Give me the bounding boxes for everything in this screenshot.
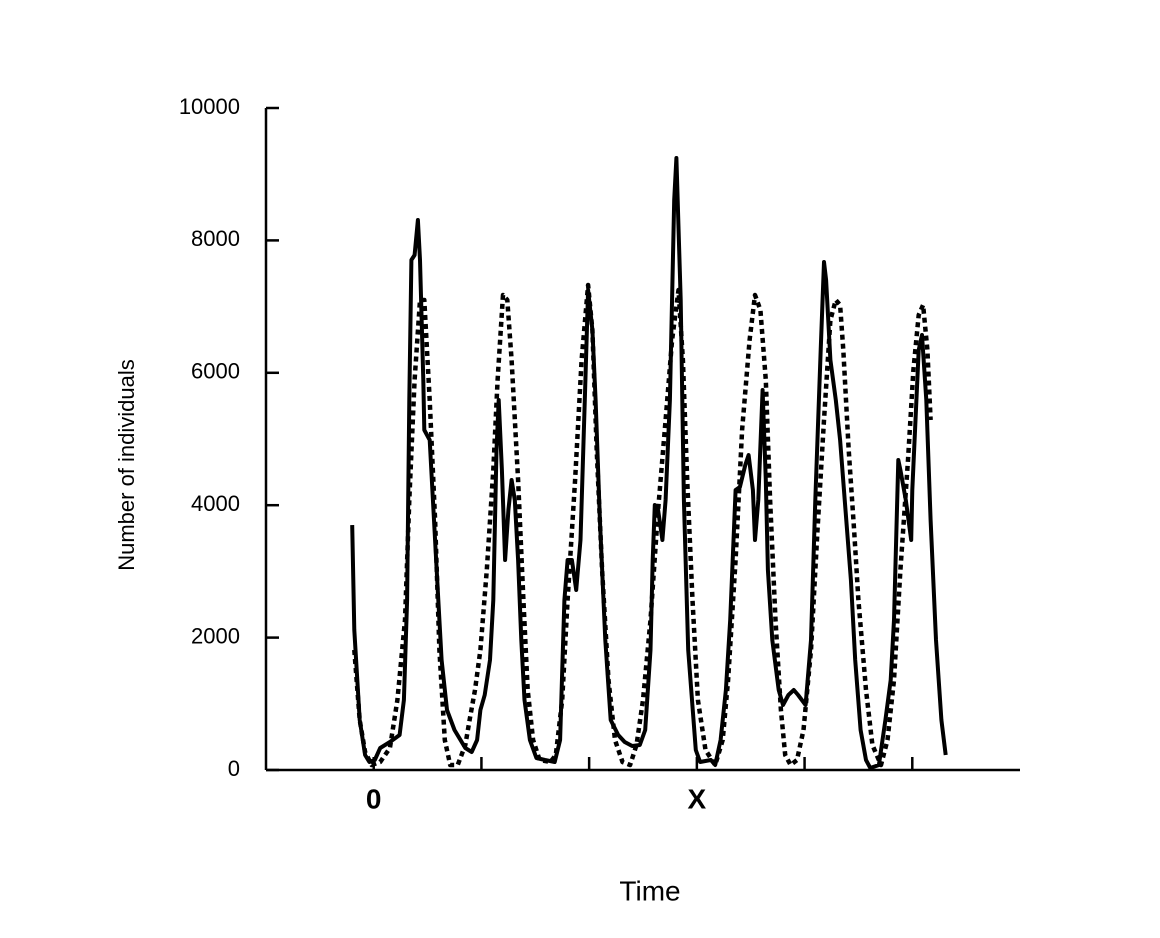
y-tick-label: 2000 [191, 623, 240, 648]
y-axis-title: Number of individuals [114, 359, 139, 571]
y-tick-label: 8000 [191, 226, 240, 251]
x-tick-label: 0 [366, 783, 382, 814]
series-line [350, 156, 948, 770]
y-tick-label: 10000 [179, 94, 240, 119]
series-line [352, 282, 933, 768]
x-axis-title: Time [619, 875, 680, 906]
x-tick-label: X [688, 783, 707, 814]
y-tick-label: 6000 [191, 359, 240, 384]
y-tick-label: 0 [228, 756, 240, 781]
y-tick-label: 4000 [191, 491, 240, 516]
